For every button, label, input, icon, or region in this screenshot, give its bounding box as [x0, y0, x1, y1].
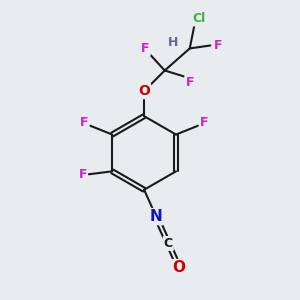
- Text: C: C: [164, 237, 173, 250]
- Text: F: F: [80, 116, 88, 129]
- Text: F: F: [185, 76, 194, 89]
- Text: F: F: [214, 39, 222, 52]
- Text: O: O: [173, 260, 186, 275]
- Text: N: N: [150, 209, 163, 224]
- Text: H: H: [168, 36, 179, 49]
- Text: Cl: Cl: [192, 13, 205, 26]
- Text: F: F: [141, 42, 150, 55]
- Text: F: F: [200, 116, 208, 129]
- Text: O: O: [138, 84, 150, 98]
- Text: F: F: [79, 168, 87, 181]
